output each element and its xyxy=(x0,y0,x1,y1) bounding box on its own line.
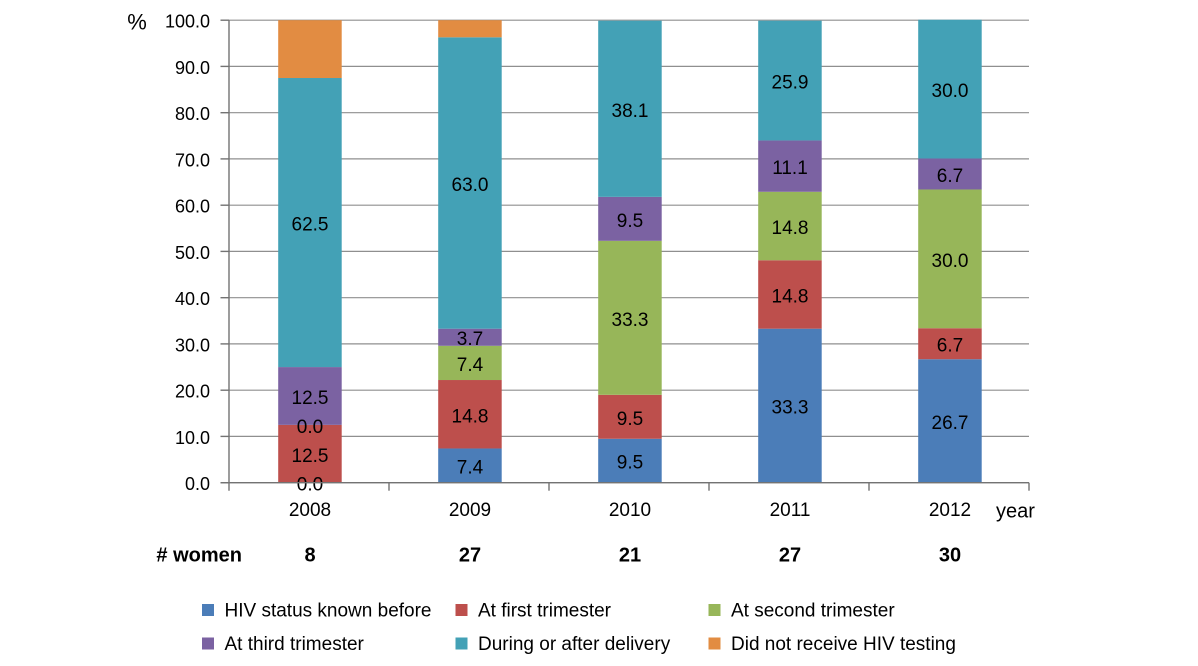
svg-text:At second trimester: At second trimester xyxy=(731,601,895,622)
svg-text:%: % xyxy=(127,10,147,35)
svg-text:14.8: 14.8 xyxy=(772,286,809,307)
svg-text:year: year xyxy=(996,501,1035,523)
svg-text:At first trimester: At first trimester xyxy=(478,601,612,622)
svg-text:20.0: 20.0 xyxy=(175,382,210,402)
svg-text:9.5: 9.5 xyxy=(617,453,643,474)
svg-text:2010: 2010 xyxy=(609,500,651,521)
svg-text:70.0: 70.0 xyxy=(175,150,210,170)
svg-text:2012: 2012 xyxy=(929,500,971,521)
svg-text:38.1: 38.1 xyxy=(612,101,649,122)
svg-text:26.7: 26.7 xyxy=(932,413,969,434)
svg-text:2009: 2009 xyxy=(449,500,491,521)
svg-text:21: 21 xyxy=(619,545,641,567)
svg-text:33.3: 33.3 xyxy=(772,398,809,419)
svg-text:0.0: 0.0 xyxy=(185,474,210,494)
svg-text:During or after delivery: During or after delivery xyxy=(478,634,671,655)
svg-text:7.4: 7.4 xyxy=(457,458,484,479)
svg-text:10.0: 10.0 xyxy=(175,428,210,448)
svg-text:60.0: 60.0 xyxy=(175,197,210,217)
svg-text:33.3: 33.3 xyxy=(612,310,649,331)
svg-text:30.0: 30.0 xyxy=(932,81,969,102)
svg-text:50.0: 50.0 xyxy=(175,243,210,263)
svg-text:9.5: 9.5 xyxy=(617,211,643,232)
svg-text:100.0: 100.0 xyxy=(165,12,210,32)
svg-text:14.8: 14.8 xyxy=(772,218,809,239)
svg-text:6.7: 6.7 xyxy=(937,336,963,357)
svg-text:7.4: 7.4 xyxy=(457,355,484,376)
svg-text:27: 27 xyxy=(779,545,801,567)
svg-text:12.5: 12.5 xyxy=(292,388,329,409)
svg-text:30.0: 30.0 xyxy=(932,251,969,272)
svg-text:2011: 2011 xyxy=(770,500,811,521)
svg-text:40.0: 40.0 xyxy=(175,289,210,309)
svg-text:At third trimester: At third trimester xyxy=(225,634,365,655)
svg-text:0.0: 0.0 xyxy=(297,417,323,438)
svg-text:14.8: 14.8 xyxy=(452,406,489,427)
svg-text:90.0: 90.0 xyxy=(175,58,210,78)
svg-text:6.7: 6.7 xyxy=(937,166,963,187)
svg-text:HIV status known before: HIV status known before xyxy=(225,601,432,622)
svg-text:80.0: 80.0 xyxy=(175,104,210,124)
svg-text:30: 30 xyxy=(939,545,961,567)
svg-text:8: 8 xyxy=(304,545,315,567)
svg-text:2008: 2008 xyxy=(289,500,331,521)
svg-text:# women: # women xyxy=(156,545,242,567)
svg-text:27: 27 xyxy=(459,545,481,567)
svg-text:0.0: 0.0 xyxy=(297,475,323,496)
svg-text:25.9: 25.9 xyxy=(772,73,809,94)
svg-text:63.0: 63.0 xyxy=(452,175,489,196)
svg-text:3.7: 3.7 xyxy=(457,329,483,350)
svg-text:11.1: 11.1 xyxy=(772,158,808,179)
svg-text:30.0: 30.0 xyxy=(175,335,210,355)
svg-text:62.5: 62.5 xyxy=(292,215,329,236)
svg-text:12.5: 12.5 xyxy=(292,446,329,467)
svg-text:Did not receive HIV testing: Did not receive HIV testing xyxy=(731,634,956,655)
svg-text:9.5: 9.5 xyxy=(617,409,643,430)
